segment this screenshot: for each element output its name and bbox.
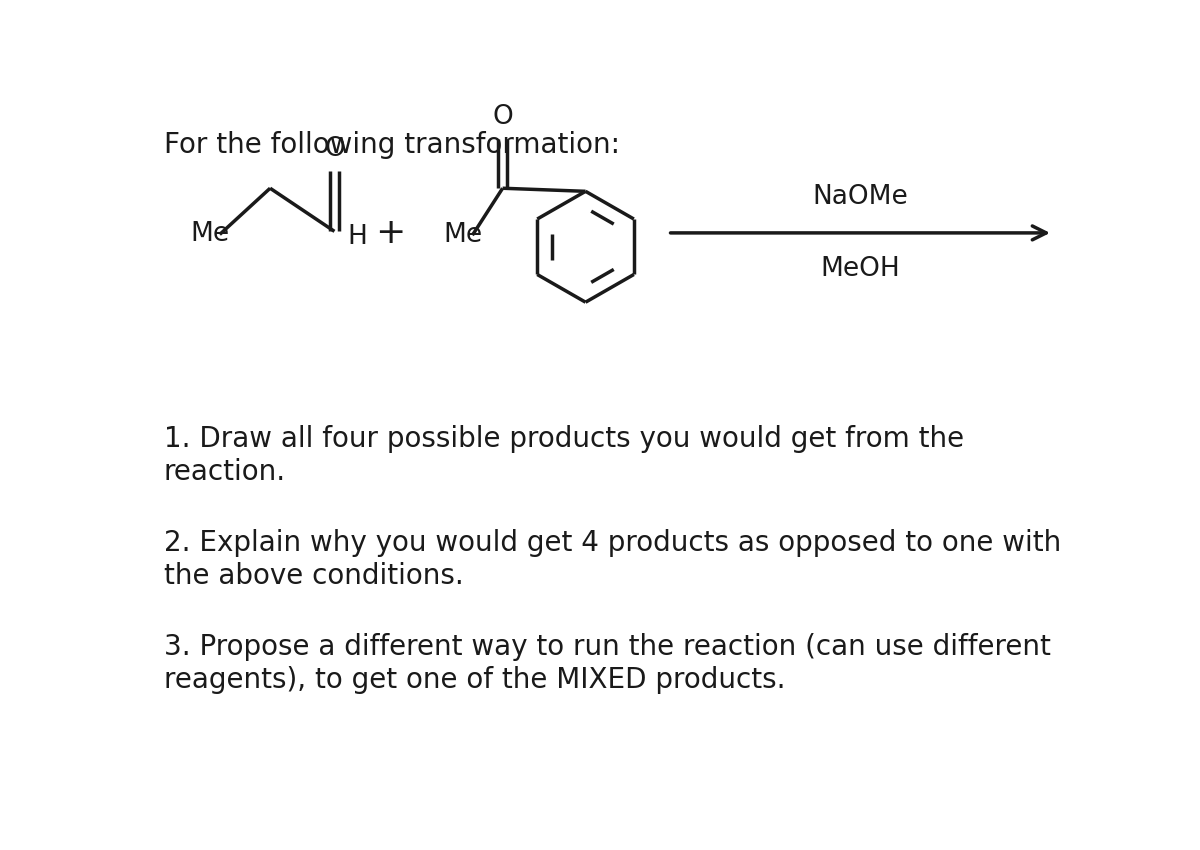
Text: 1. Draw all four possible products you would get from the: 1. Draw all four possible products you w… xyxy=(164,425,964,453)
Text: Me: Me xyxy=(443,222,482,248)
Text: reagents), to get one of the MIXED products.: reagents), to get one of the MIXED produ… xyxy=(164,666,786,694)
Text: 3. Propose a different way to run the reaction (can use different: 3. Propose a different way to run the re… xyxy=(164,633,1051,661)
Text: +: + xyxy=(376,216,406,250)
Text: O: O xyxy=(324,136,344,162)
Text: 2. Explain why you would get 4 products as opposed to one with: 2. Explain why you would get 4 products … xyxy=(164,530,1061,558)
Text: NaOMe: NaOMe xyxy=(812,184,908,210)
Text: the above conditions.: the above conditions. xyxy=(164,562,463,590)
Text: H: H xyxy=(348,224,367,250)
Text: For the following transformation:: For the following transformation: xyxy=(164,131,620,159)
Text: O: O xyxy=(492,104,514,130)
Text: Me: Me xyxy=(191,222,229,247)
Text: MeOH: MeOH xyxy=(821,256,900,282)
Text: reaction.: reaction. xyxy=(164,458,286,485)
